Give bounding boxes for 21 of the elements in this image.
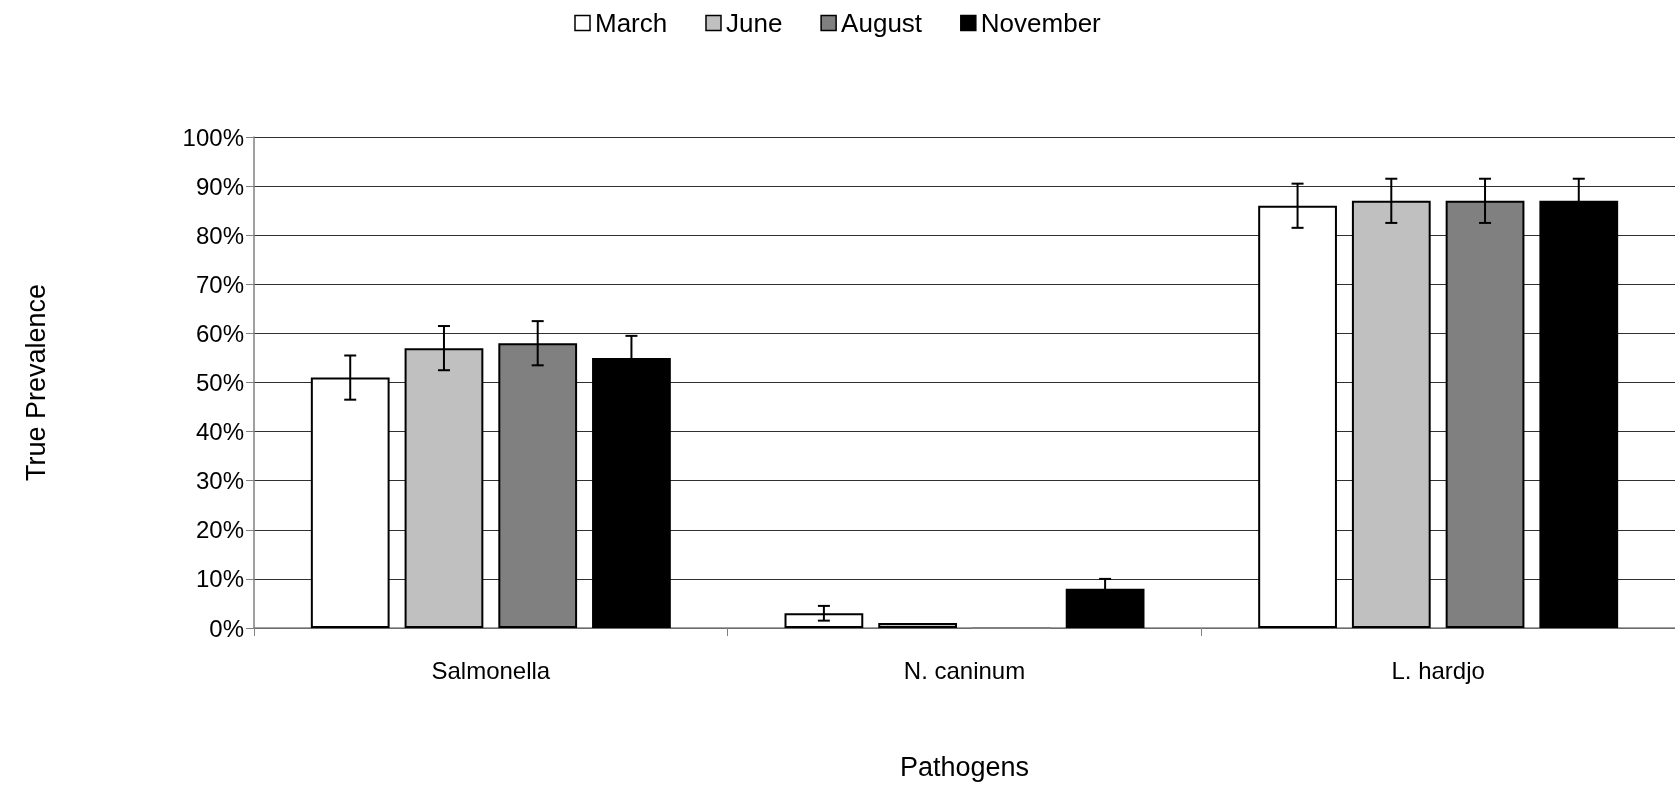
y-tick-label: 60% <box>195 319 244 347</box>
y-tick-label: 100% <box>182 123 244 151</box>
y-tick-label: 50% <box>195 369 244 396</box>
x-tick-label: L. hardjo <box>1391 656 1485 684</box>
x-tick-label: N. caninum <box>903 656 1026 684</box>
y-tick-label: 90% <box>195 172 244 200</box>
y-tick-label: 30% <box>195 467 244 495</box>
legend-label: August <box>841 8 923 38</box>
y-tick-label: 80% <box>195 221 244 249</box>
y-tick-label: 10% <box>195 565 244 593</box>
legend-label: March <box>595 8 668 38</box>
bar <box>878 623 958 628</box>
y-axis-title: True Prevalence <box>20 283 51 482</box>
legend-label: November <box>980 8 1102 38</box>
y-tick-label: 70% <box>195 270 244 298</box>
y-tick-label: 20% <box>195 516 244 544</box>
legend-label: June <box>725 8 783 38</box>
x-tick-label: Salmonella <box>431 656 551 684</box>
y-tick-label: 40% <box>195 418 244 446</box>
x-axis-title: Pathogens <box>899 751 1030 782</box>
y-tick-label: 0% <box>209 614 244 642</box>
